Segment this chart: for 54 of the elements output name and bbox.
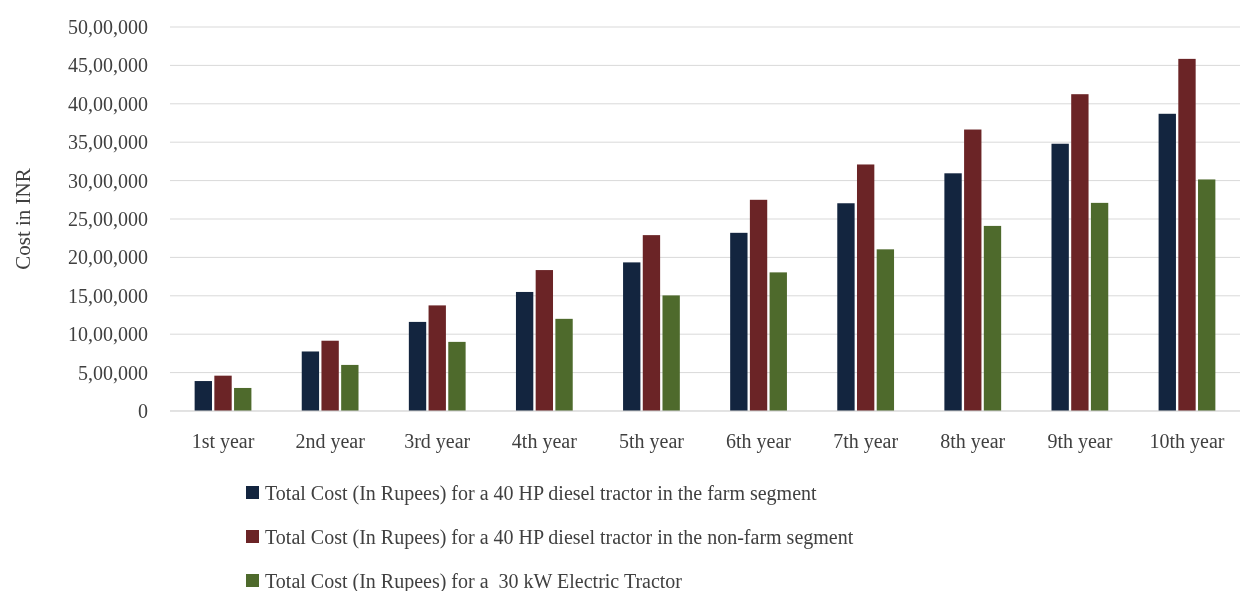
- x-tick-label: 9th year: [1047, 430, 1113, 453]
- bar: [623, 262, 641, 411]
- bar: [408, 321, 427, 411]
- y-tick-label: 30,00,000: [68, 169, 148, 192]
- bar: [856, 164, 875, 411]
- y-tick-label: 50,00,000: [68, 16, 148, 38]
- x-tick-label: 5th year: [618, 430, 685, 453]
- bar: [1158, 113, 1176, 411]
- x-tick-label: 4th year: [511, 430, 578, 453]
- y-tick-label: 35,00,000: [68, 131, 148, 154]
- y-tick-label: 25,00,000: [68, 208, 148, 230]
- bar: [301, 351, 320, 411]
- legend-label: Total Cost (In Rupees) for a 40 HP diesel tractor in the non-farm segment: [265, 526, 854, 549]
- bar: [730, 232, 748, 411]
- bar: [234, 387, 252, 411]
- bar: [944, 173, 962, 411]
- bar: [983, 225, 1002, 411]
- bar: [1051, 143, 1069, 411]
- x-tick-label: 8th year: [940, 430, 1006, 453]
- bar: [964, 129, 982, 411]
- bar: [515, 291, 534, 411]
- bar: [214, 375, 232, 411]
- y-tick-label: 0: [138, 400, 148, 422]
- y-tick-label: 20,00,000: [68, 246, 148, 269]
- bar: [876, 249, 895, 411]
- bar: [535, 270, 554, 411]
- x-tick-label: 7th year: [833, 430, 899, 453]
- bar: [428, 305, 446, 411]
- bar: [555, 318, 573, 411]
- x-tick-label: 1st year: [191, 430, 255, 453]
- y-tick-label: 5,00,000: [78, 361, 148, 384]
- x-tick-label: 10th year: [1149, 430, 1225, 453]
- x-tick-label: 6th year: [726, 430, 792, 453]
- y-tick-label: 40,00,000: [68, 92, 148, 115]
- x-tick-label: 2nd year: [295, 430, 366, 453]
- bar: [837, 203, 855, 411]
- bar: [1178, 58, 1196, 411]
- y-tick-label: 10,00,000: [68, 323, 148, 346]
- bar: [341, 364, 359, 411]
- y-axis-title: Cost in INR: [11, 168, 35, 270]
- bar: [769, 272, 787, 411]
- y-tick-label: 45,00,000: [68, 54, 148, 77]
- bar: [1071, 94, 1089, 411]
- bar: [1198, 179, 1216, 411]
- y-tick-label: 15,00,000: [68, 284, 148, 307]
- bar: [321, 340, 339, 411]
- bar: [194, 381, 212, 411]
- legend-label: Total Cost (In Rupees) for a 40 HP diesel tractor in the farm segment: [265, 482, 818, 505]
- bar: [749, 199, 768, 411]
- bar: [642, 235, 661, 411]
- bar: [662, 295, 680, 411]
- x-tick-label: 3rd year: [404, 430, 471, 453]
- bar: [1090, 202, 1109, 411]
- bar: [448, 341, 466, 411]
